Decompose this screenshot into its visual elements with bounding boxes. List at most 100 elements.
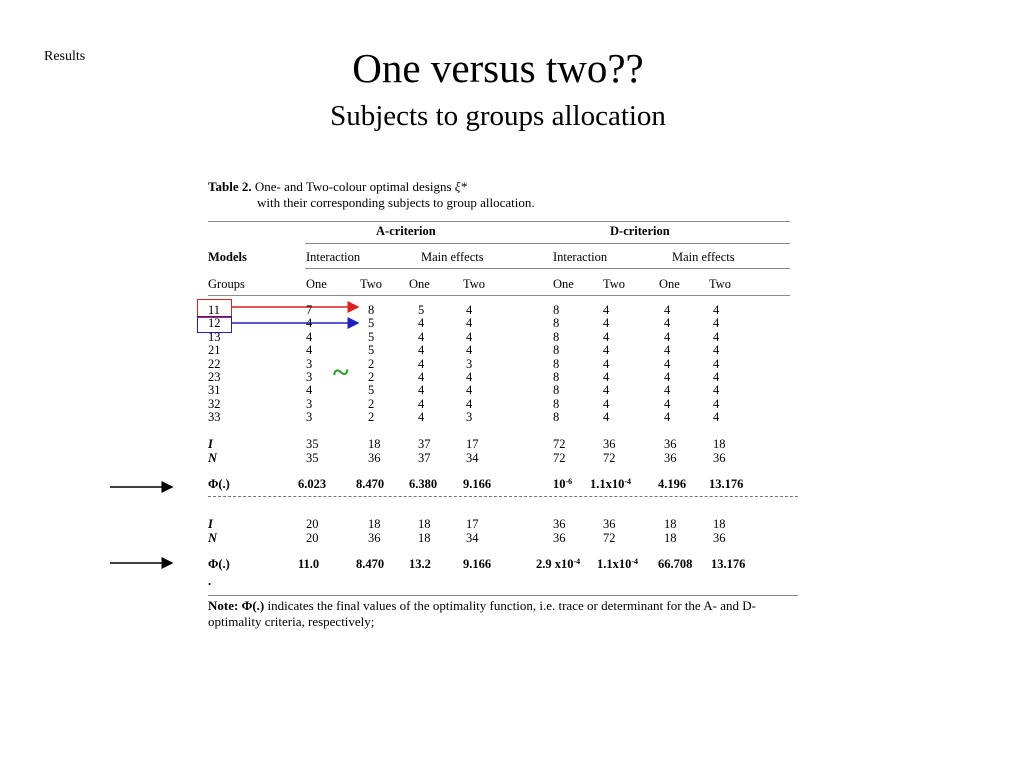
table-cell-value: 36: [553, 531, 566, 545]
table-cell: 4: [418, 370, 425, 384]
header-interaction-d: Interaction: [553, 250, 608, 264]
rule-dashed: [208, 496, 798, 497]
table-cell-value: 72: [553, 451, 566, 465]
header-main-effects-a: Main effects: [421, 250, 484, 264]
table-cell-value: 18: [664, 517, 677, 531]
table-note: Note: Φ(.) indicates the final values of…: [208, 598, 803, 630]
table-cell: 4: [603, 356, 610, 371]
table-cell: 4: [418, 396, 425, 411]
table-cell: 4: [466, 316, 473, 331]
group-id-cell: 21: [208, 343, 221, 358]
exponent: -4: [624, 477, 632, 486]
table-cell: 13.176: [709, 477, 743, 491]
table-cell-value: 11.0: [298, 557, 320, 571]
table-cell: 4: [713, 370, 720, 384]
exponent: -4: [573, 557, 581, 566]
group-id-cell: 32: [208, 396, 221, 411]
table-cell-value: 36: [368, 531, 381, 545]
table-cell: 18: [418, 517, 431, 531]
table-cell: 4: [713, 316, 720, 331]
table-cell: 4: [418, 343, 425, 358]
table-cell: 4: [713, 356, 720, 371]
table-cell: 4: [603, 303, 610, 317]
header-interaction-a: Interaction: [306, 250, 361, 264]
table-cell: 18: [418, 531, 431, 545]
note-text: indicates the final values of the optima…: [208, 598, 756, 629]
table-cell-value: 72: [553, 437, 566, 451]
table-cell: 20: [306, 517, 319, 531]
table-cell: 66.708: [658, 557, 692, 571]
table-cell: 6.380: [409, 477, 437, 491]
table-cell: 2: [368, 370, 375, 384]
table-cell: 36: [553, 531, 566, 545]
row-label-N: N: [208, 451, 218, 465]
table-cell: 35: [306, 451, 319, 465]
table-cell: 4: [418, 383, 425, 398]
table-cell: 4: [664, 329, 671, 344]
table-cell: 72: [553, 451, 566, 465]
table-cell: 4: [603, 396, 610, 411]
table-cell: 4: [603, 370, 610, 384]
rule-note: [208, 595, 798, 596]
table-cell: 4: [418, 329, 425, 344]
table-cell-value: 13.2: [409, 557, 431, 571]
group-id-cell: 33: [208, 410, 221, 425]
group-id-cell: 12: [208, 316, 221, 331]
header-a-criterion: A-criterion: [376, 224, 436, 238]
table-cell: 5: [418, 303, 425, 317]
table-cell: 4: [713, 383, 720, 398]
table-cell: 1.1x10-4: [597, 557, 638, 571]
table-cell: 36: [713, 451, 726, 465]
table-cell: 4: [713, 329, 720, 344]
table-cell: 4: [664, 396, 671, 411]
table-cell: 4: [664, 343, 671, 358]
table-cell-value: 8.470: [356, 477, 385, 491]
table-cell: 11.0: [298, 557, 319, 571]
row-label-I: I: [208, 437, 213, 451]
slide-title: One versus two??: [352, 45, 644, 91]
table-cell-value: 37: [418, 437, 431, 451]
table-cell: 4: [466, 343, 473, 358]
slide-subtitle: Subjects to groups allocation: [330, 100, 666, 132]
table-cell-value: 34: [466, 531, 479, 545]
header-one: One: [409, 277, 430, 291]
table-cell-value: 36: [553, 517, 566, 531]
table-cell-value: 36: [603, 437, 616, 451]
table-cell: 36: [664, 451, 677, 465]
table-cell-value: 1.1x10: [590, 477, 625, 491]
rule-top: [208, 221, 790, 222]
table-cell: 4: [713, 343, 720, 358]
table-cell: 4: [664, 370, 671, 384]
table-cell-value: 72: [603, 531, 616, 545]
highlight-box-blue: [197, 316, 232, 333]
table-cell-value: 4.196: [658, 477, 687, 491]
table-cell: 17: [466, 517, 479, 531]
header-models: Models: [208, 250, 247, 264]
table-cell: 8: [553, 410, 560, 425]
row-label-I: I: [208, 517, 213, 531]
table-cell: 4: [713, 410, 720, 425]
header-two: Two: [603, 277, 626, 291]
table-cell: 37: [418, 437, 431, 451]
table-cell-value: 36: [713, 451, 726, 465]
table-cell: 4: [466, 370, 473, 384]
header-one: One: [659, 277, 680, 291]
table-cell: 8.470: [356, 477, 384, 491]
table-cell: 8: [368, 303, 375, 317]
table-cell-value: 17: [466, 437, 479, 451]
highlight-box-red: [197, 299, 232, 318]
table-cell: 4: [466, 396, 473, 411]
row-label-N: N: [208, 531, 218, 545]
table-cell-value: 37: [418, 451, 431, 465]
group-id-cell: 11: [208, 303, 221, 317]
table-cell-value: 18: [418, 531, 431, 545]
table-cell: 36: [603, 437, 616, 451]
table-cell: 36: [368, 531, 381, 545]
table-cell: 4: [664, 410, 671, 425]
table-cell-value: 13.176: [709, 477, 744, 491]
table-cell: 3: [306, 356, 313, 371]
header-two: Two: [463, 277, 486, 291]
table-cell-value: 18: [368, 437, 381, 451]
caption-label: Table 2.: [208, 179, 252, 194]
header-two: Two: [360, 277, 383, 291]
